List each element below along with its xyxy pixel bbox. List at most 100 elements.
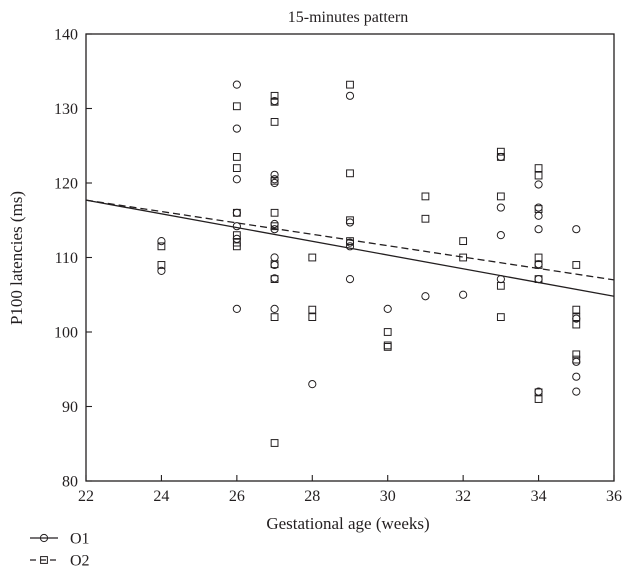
data-point-o1 <box>534 180 543 189</box>
x-tick-label: 30 <box>380 488 396 505</box>
x-axis: 22 24 26 28 30 32 34 36 <box>78 475 622 505</box>
data-point-o2 <box>232 242 241 251</box>
data-point-o2 <box>572 350 581 359</box>
x-tick-label: 24 <box>153 488 169 505</box>
y-tick-label: 80 <box>62 474 78 491</box>
data-point-o1 <box>345 91 355 100</box>
legend-marker-o2 <box>40 556 48 564</box>
data-point-o1 <box>421 292 430 301</box>
legend-label-o2: O2 <box>70 553 90 570</box>
data-point-o2 <box>572 261 581 269</box>
data-point-o2 <box>496 313 505 322</box>
x-axis-title: Gestational age (weeks) <box>266 514 429 533</box>
trend-line-o1 <box>85 199 615 297</box>
data-point-o1 <box>459 290 468 299</box>
data-point-o1 <box>572 225 581 234</box>
data-point-o2 <box>534 171 543 180</box>
data-point-o2 <box>232 164 241 172</box>
data-point-o2 <box>232 153 241 161</box>
data-point-o1 <box>534 203 543 212</box>
data-point-o1 <box>496 275 505 284</box>
data-point-o2 <box>270 260 279 269</box>
data-point-o1 <box>383 304 392 314</box>
data-point-o1 <box>496 231 505 240</box>
data-point-o2 <box>572 313 581 322</box>
data-point-o2 <box>346 237 354 246</box>
x-tick-label: 34 <box>531 488 547 505</box>
trend-line-o2 <box>85 199 615 281</box>
data-point-o2 <box>270 118 279 126</box>
x-tick-label: 22 <box>78 488 94 505</box>
data-point-o2 <box>270 222 279 231</box>
data-point-o1 <box>345 218 355 227</box>
data-point-o2 <box>346 216 354 225</box>
data-point-o2 <box>308 253 317 262</box>
y-tick-label: 120 <box>54 176 78 193</box>
data-point-o1 <box>572 372 581 381</box>
x-tick-label: 28 <box>304 488 320 505</box>
data-point-o1 <box>345 275 355 284</box>
data-point-o1 <box>308 380 317 389</box>
data-point-o2 <box>270 275 279 284</box>
data-point-o2 <box>232 208 241 217</box>
data-point-o1 <box>270 253 279 262</box>
data-point-o2 <box>308 305 317 314</box>
data-point-o2 <box>534 164 543 172</box>
data-point-o2 <box>421 192 430 201</box>
data-point-o1 <box>232 175 241 184</box>
data-point-o1 <box>496 152 505 162</box>
data-point-o2 <box>496 281 505 290</box>
data-markers <box>157 80 581 447</box>
data-point-o2 <box>270 176 279 185</box>
data-point-o2 <box>421 214 430 223</box>
data-point-o2 <box>496 192 505 201</box>
data-point-o1 <box>232 222 241 231</box>
data-point-o1 <box>572 357 581 366</box>
data-point-o1 <box>157 266 166 276</box>
data-point-o2 <box>270 313 279 322</box>
data-point-o2 <box>459 237 468 246</box>
data-point-o1 <box>232 80 241 89</box>
data-point-o2 <box>459 253 468 262</box>
data-point-o2 <box>157 242 166 251</box>
x-tick-label: 36 <box>606 488 622 505</box>
data-point-o1 <box>572 387 581 396</box>
data-point-o1 <box>232 304 241 314</box>
data-point-o2 <box>534 395 543 403</box>
data-point-o2 <box>270 97 279 106</box>
data-point-o2 <box>534 275 543 284</box>
x-tick-label: 26 <box>229 488 245 505</box>
y-tick-label: 110 <box>55 250 78 267</box>
data-point-o1 <box>534 211 543 220</box>
data-point-o1 <box>534 225 543 234</box>
data-point-o1 <box>270 304 279 314</box>
data-point-o2 <box>572 320 581 329</box>
legend-label-o1: O1 <box>70 531 90 548</box>
data-point-o2 <box>572 305 581 314</box>
data-point-o2 <box>496 147 505 156</box>
y-axis: 80 90 100 110 120 130 140 <box>54 27 92 491</box>
data-point-o2 <box>270 439 279 447</box>
chart-title: 15-minutes pattern <box>288 9 408 26</box>
data-point-o1 <box>232 208 241 217</box>
y-tick-label: 140 <box>54 27 78 44</box>
data-point-o2 <box>572 355 581 364</box>
data-point-o2 <box>270 91 279 100</box>
data-point-o2 <box>496 153 505 161</box>
data-point-o2 <box>308 313 317 322</box>
data-point-o2 <box>534 253 543 262</box>
data-point-o1 <box>157 237 166 246</box>
data-point-o2 <box>534 205 543 213</box>
data-point-o2 <box>534 261 543 269</box>
data-point-o2 <box>383 343 392 351</box>
data-point-o1 <box>270 170 279 179</box>
y-axis-title: P100 latencies (ms) <box>7 191 26 325</box>
data-point-o1 <box>534 275 543 284</box>
y-tick-label: 90 <box>62 399 78 416</box>
data-point-o1 <box>496 203 505 212</box>
data-point-o2 <box>346 169 354 178</box>
y-tick-label: 130 <box>54 101 78 118</box>
legend-marker-o1 <box>39 533 49 543</box>
data-point-o2 <box>157 261 166 269</box>
